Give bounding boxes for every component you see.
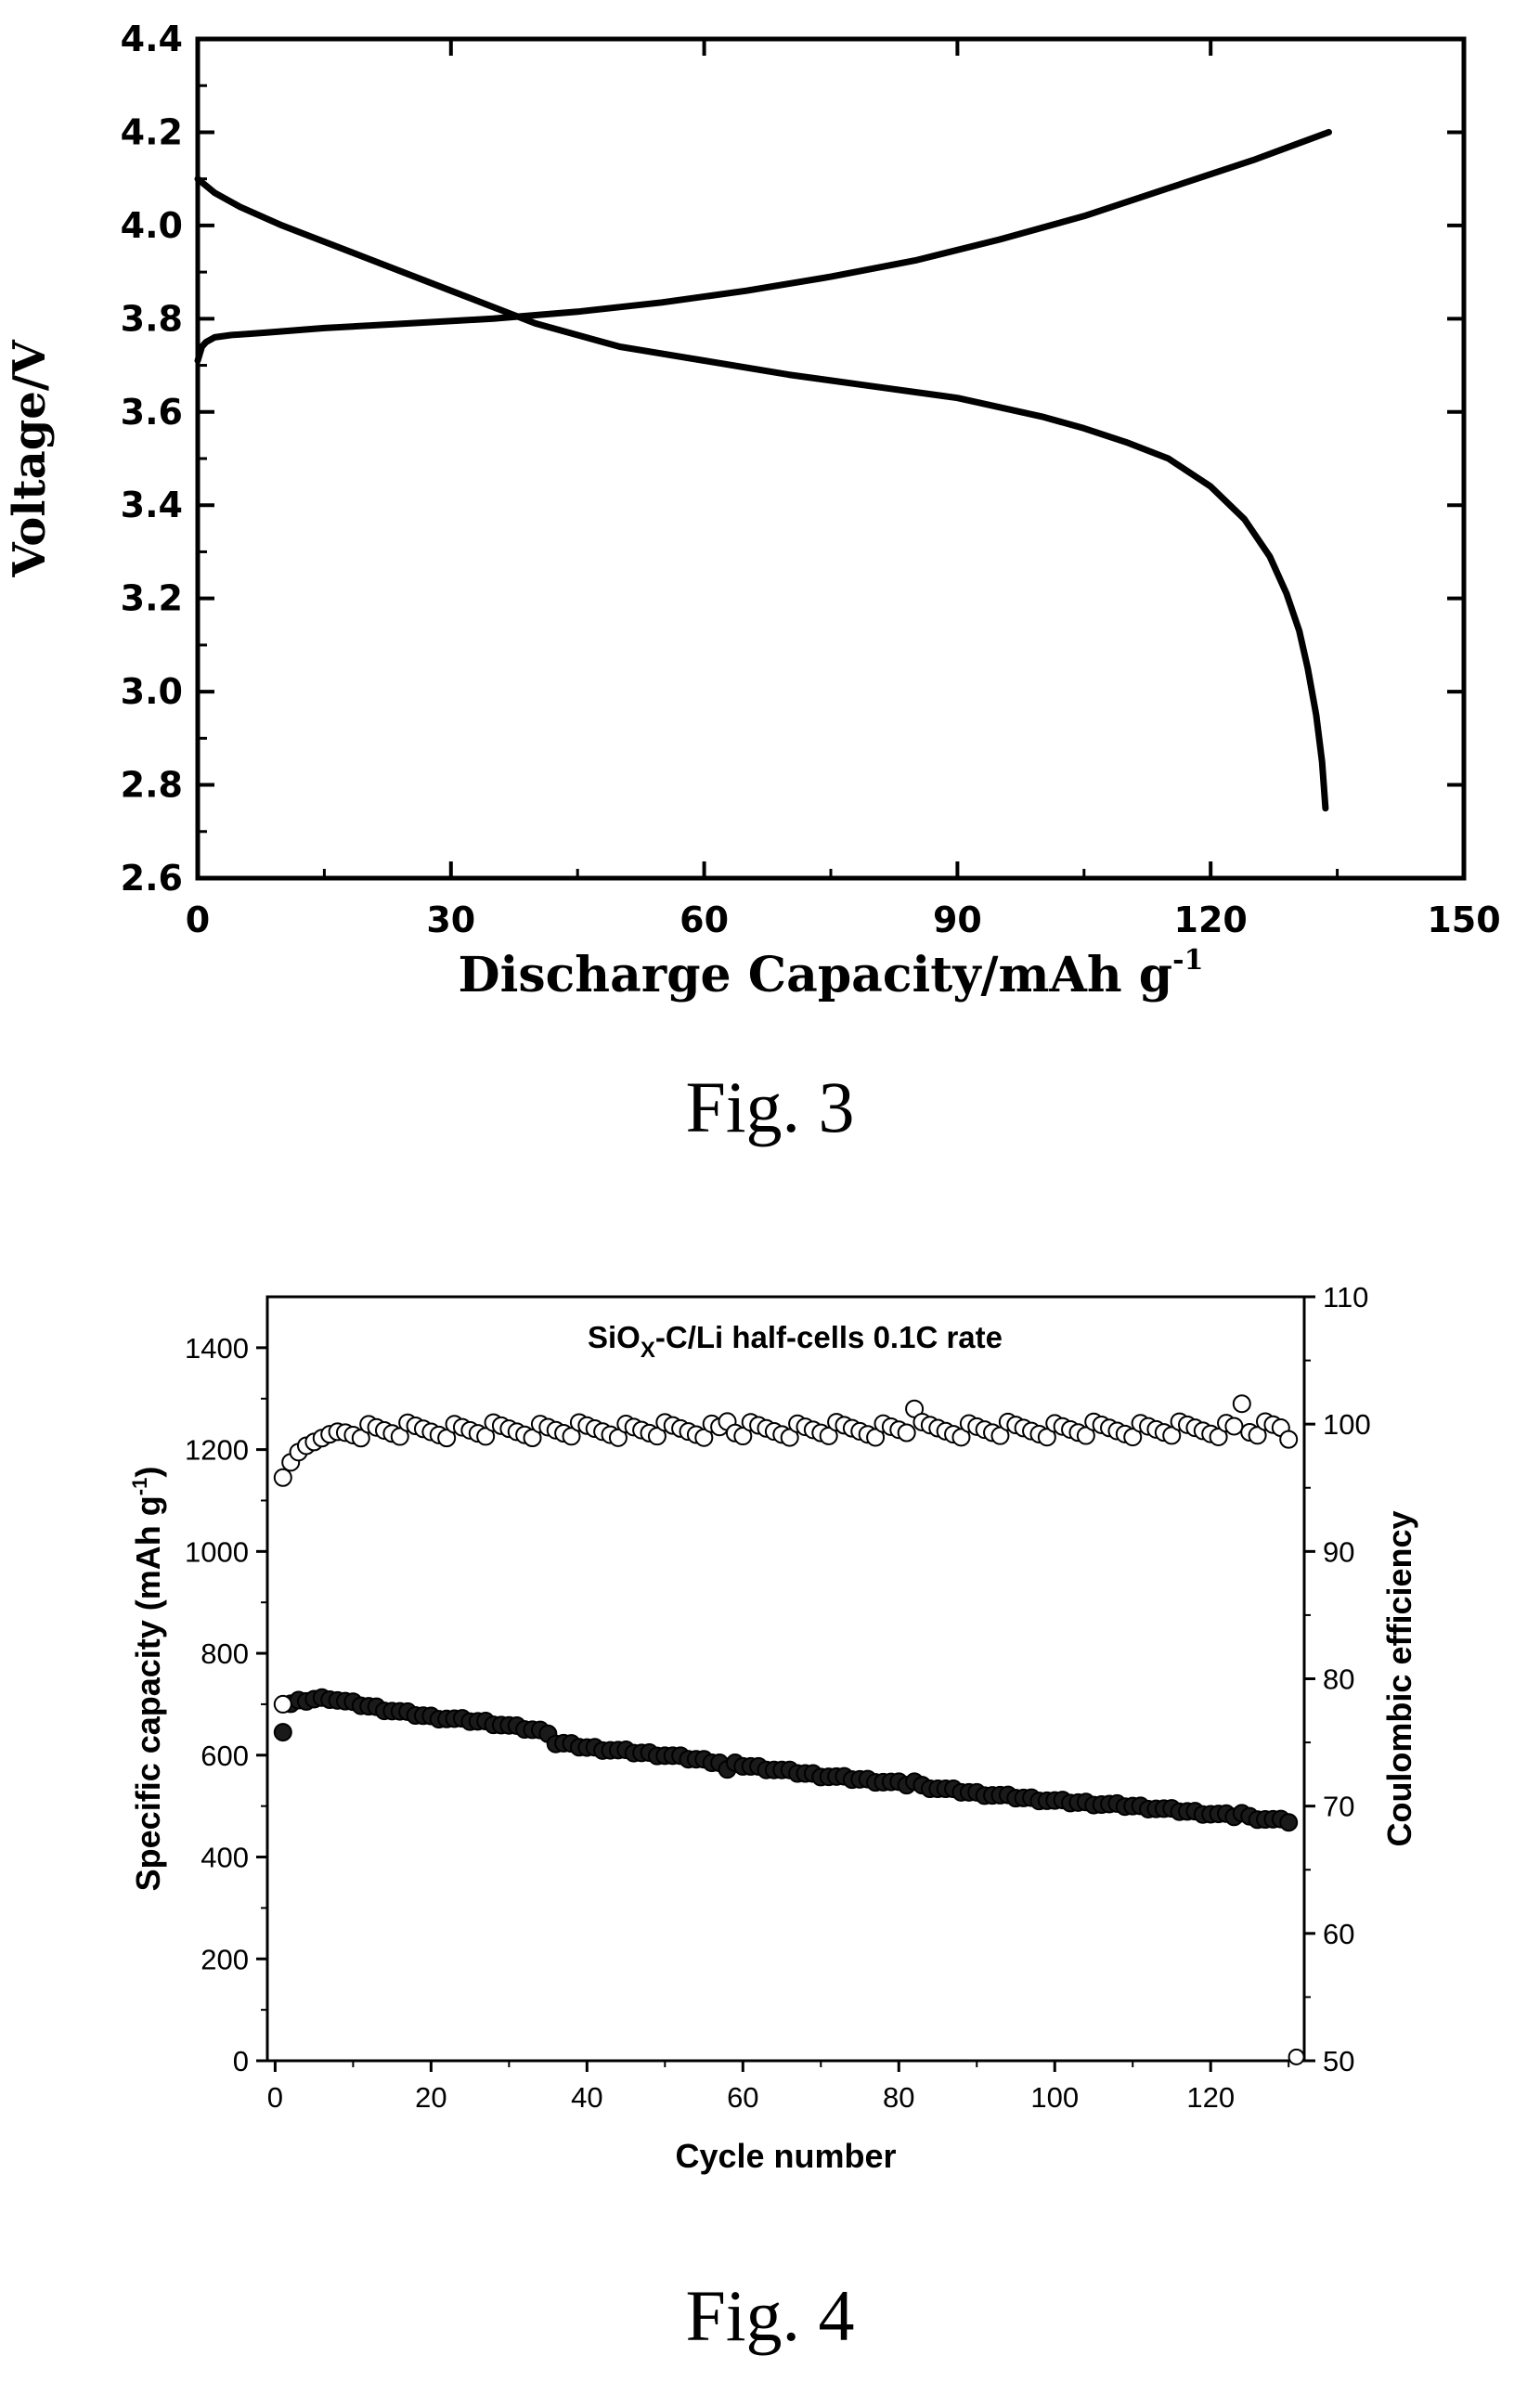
fig3-y-tick-label: 4.2 bbox=[121, 111, 183, 152]
fig4-x-tick-label: 100 bbox=[1030, 2081, 1079, 2114]
fig4-y2-tick-label: 100 bbox=[1323, 1408, 1371, 1441]
fig3-y-tick-label: 3.4 bbox=[121, 485, 183, 525]
fig3-y-tick-label: 2.8 bbox=[121, 765, 183, 806]
fig4-efficiency-point bbox=[990, 1426, 1010, 1445]
fig4-capacity-point bbox=[273, 1723, 292, 1742]
fig4-y2-tick-label: 60 bbox=[1323, 1918, 1354, 1950]
fig4-efficiency-point bbox=[351, 1429, 370, 1448]
fig4-x-tick-label: 60 bbox=[727, 2081, 758, 2114]
fig3-chart: 0 30 60 90 120 150 2.6 2.8 3.0 3.2 3.4 3.6 3.8 4.0 4.2… bbox=[4, 19, 1501, 1003]
fig4-title-post: -C/Li half-cells 0.1C rate bbox=[655, 1320, 1003, 1354]
fig4-x-tick-label: 80 bbox=[883, 2081, 914, 2114]
fig4-x-tick-label: 0 bbox=[267, 2081, 283, 2114]
fig3-x-tick-label: 0 bbox=[186, 899, 210, 940]
fig4-efficiency-point bbox=[1209, 1427, 1228, 1446]
fig3-caption: Fig. 3 bbox=[685, 1067, 855, 1147]
fig3-y-tick-label: 2.6 bbox=[121, 858, 183, 899]
fig4-efficiency-point bbox=[437, 1429, 457, 1448]
fig3-plot-frame bbox=[195, 36, 1467, 881]
fig3-x-tick-label: 150 bbox=[1427, 899, 1500, 940]
fig4-x-tick-label: 40 bbox=[571, 2081, 602, 2114]
fig4-efficiency-point bbox=[273, 1694, 292, 1714]
fig3-x-tick-label: 60 bbox=[679, 899, 729, 940]
fig4-efficiency-point bbox=[866, 1428, 886, 1447]
fig4-plot-area: 0 20 40 60 80 100 1200200400600800100012001400… bbox=[128, 1281, 1418, 2175]
fig4-y-tick-label: 1200 bbox=[185, 1434, 249, 1467]
fig4-efficiency-point bbox=[780, 1428, 799, 1447]
fig3-x-tick-label: 90 bbox=[933, 899, 982, 940]
fig4-efficiency-point bbox=[476, 1427, 496, 1446]
fig4-y-tick-label: 600 bbox=[201, 1740, 249, 1772]
fig3-y-axis-label: Voltage/V bbox=[4, 340, 56, 578]
fig4-efficiency-point bbox=[390, 1427, 409, 1446]
fig4-efficiency-point bbox=[608, 1428, 628, 1447]
fig3-y-tick-label: 3.8 bbox=[121, 298, 183, 339]
fig4-efficiency-point bbox=[523, 1428, 542, 1447]
fig3-x-tick-label: 30 bbox=[426, 899, 475, 940]
fig4-y2-tick-label: 80 bbox=[1323, 1663, 1354, 1696]
fig4-chart: 0 20 40 60 80 100 1200200400600800100012001400… bbox=[128, 1281, 1418, 2175]
fig4-y2-axis-label: Coulombic efficiency bbox=[1380, 1510, 1418, 1846]
fig4-efficiency-point bbox=[897, 1423, 916, 1443]
fig3-y-tick-label: 4.4 bbox=[121, 19, 183, 59]
fig3-x-tick-label: 120 bbox=[1174, 899, 1248, 940]
fig4-caption: Fig. 4 bbox=[685, 2275, 855, 2356]
fig4-capacity-point bbox=[1279, 1813, 1299, 1832]
fig4-efficiency-point bbox=[694, 1428, 714, 1447]
fig4-efficiency-point bbox=[1162, 1426, 1182, 1445]
fig4-plot-frame bbox=[265, 1295, 1306, 2063]
fig4-efficiency-point bbox=[1288, 2048, 1305, 2065]
fig4-title-pre: SiO bbox=[588, 1320, 641, 1354]
fig4-efficiency-point bbox=[1123, 1428, 1143, 1447]
fig4-efficiency-point bbox=[1076, 1426, 1095, 1445]
fig4-y-tick-label: 200 bbox=[201, 1943, 249, 1975]
fig4-efficiency-point bbox=[1248, 1426, 1267, 1445]
fig4-y-tick-label: 800 bbox=[201, 1637, 249, 1670]
fig4-efficiency-point bbox=[819, 1426, 838, 1445]
fig4-efficiency-point bbox=[1224, 1417, 1244, 1436]
fig3-charge-curve bbox=[194, 128, 1332, 364]
fig4-efficiency-point bbox=[733, 1427, 753, 1446]
fig4-y2-tick-label: 90 bbox=[1323, 1535, 1354, 1568]
fig3-x-axis-label-text: Discharge Capacity/mAh g bbox=[459, 947, 1173, 1003]
fig4-y2-tick-label: 50 bbox=[1323, 2045, 1354, 2077]
fig4-y-tick-label: 1000 bbox=[185, 1535, 249, 1568]
fig4-y-axis-label-end: ) bbox=[129, 1467, 167, 1478]
fig4-efficiency-point bbox=[273, 1468, 292, 1487]
fig4-y2-tick-label: 70 bbox=[1323, 1791, 1354, 1823]
fig4-efficiency-point bbox=[562, 1427, 581, 1446]
fig4-efficiency-point bbox=[1279, 1430, 1299, 1449]
fig3-plot-area: 0 30 60 90 120 150 2.6 2.8 3.0 3.2 3.4 3.6 3.8 4.0 4.2… bbox=[4, 19, 1501, 1003]
fig3-discharge-curve bbox=[194, 175, 1329, 812]
fig4-chart-title: SiOX-C/Li half-cells 0.1C rate bbox=[588, 1320, 1003, 1363]
fig4-y-tick-label: 0 bbox=[233, 2045, 249, 2077]
fig3-y-tick-label: 3.0 bbox=[121, 671, 183, 712]
fig4-title-subscript: X bbox=[641, 1338, 655, 1363]
fig3-x-axis-label-superscript: -1 bbox=[1172, 944, 1203, 977]
fig4-y2-tick-label: 110 bbox=[1323, 1281, 1368, 1313]
fig4-x-tick-label: 20 bbox=[415, 2081, 446, 2114]
fig4-efficiency-point bbox=[647, 1427, 666, 1446]
fig4-y-axis-label-superscript: -1 bbox=[128, 1478, 151, 1496]
fig4-efficiency-point bbox=[951, 1428, 971, 1447]
fig4-y-axis-label: Specific capacity (mAh g-1) bbox=[128, 1467, 167, 1892]
fig3-x-axis-label: Discharge Capacity/mAh g-1 bbox=[459, 944, 1204, 1003]
fig4-x-tick-label: 120 bbox=[1186, 2081, 1235, 2114]
fig4-y-axis-label-text: Specific capacity (mAh g bbox=[129, 1495, 167, 1891]
fig4-efficiency-point bbox=[1037, 1428, 1056, 1447]
fig4-x-axis-label: Cycle number bbox=[675, 2137, 896, 2175]
fig4-y-tick-label: 400 bbox=[201, 1842, 249, 1874]
fig4-y-tick-label: 1400 bbox=[185, 1332, 249, 1365]
fig4-efficiency-point bbox=[1232, 1394, 1251, 1414]
fig3-y-tick-label: 3.6 bbox=[121, 392, 183, 433]
fig3-y-tick-label: 4.0 bbox=[121, 205, 183, 246]
fig3-y-tick-label: 3.2 bbox=[121, 578, 183, 619]
